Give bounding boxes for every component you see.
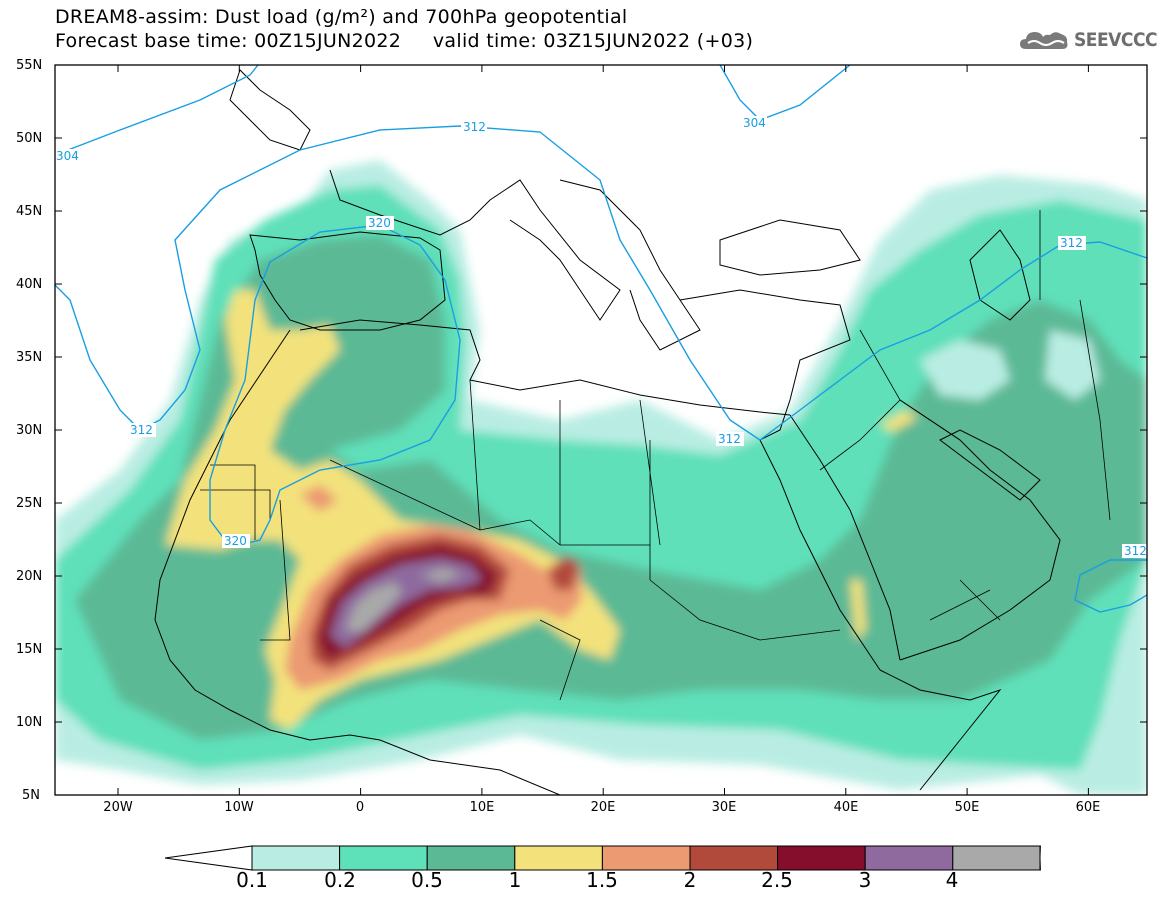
lat-label-50n: 50N xyxy=(16,131,43,146)
colorbar-label-2-5: 2.5 xyxy=(761,868,793,892)
colorbar-box-0 xyxy=(251,845,341,871)
coast-black-sea xyxy=(719,219,861,276)
dust-fields xyxy=(55,160,1147,795)
contour-label-304-b: 304 xyxy=(56,149,79,163)
axis-ticks xyxy=(55,64,1147,796)
lat-label-30n: 30N xyxy=(16,423,43,438)
lon-label-10w: 10W xyxy=(224,800,254,815)
lon-label-20w: 20W xyxy=(103,800,133,815)
seevccc-logo: SEEVCCC xyxy=(1018,28,1158,52)
colorbar-box-6 xyxy=(777,845,866,871)
lon-label-20e: 20E xyxy=(590,800,616,815)
contour-label-312-e: 312 xyxy=(1124,544,1147,558)
coast-caspian xyxy=(969,229,1031,321)
coastlines xyxy=(154,69,1061,795)
colorbar-box-7 xyxy=(864,845,954,871)
dust-field-1-red-sea xyxy=(850,580,866,640)
lat-label-20n: 20N xyxy=(16,569,43,584)
contour-label-312-d: 312 xyxy=(718,432,741,446)
lon-label-40e: 40E xyxy=(833,800,859,815)
colorbar-box-5 xyxy=(689,845,779,871)
lon-label-10e: 10E xyxy=(469,800,495,815)
colorbar-boxes xyxy=(251,845,1041,871)
colorbar xyxy=(164,845,1041,871)
lat-label-45n: 45N xyxy=(16,204,43,219)
dust-gap-arabia xyxy=(920,340,1010,400)
coast-n-africa xyxy=(299,319,791,416)
dust-field-1-5-spot xyxy=(300,485,338,512)
lon-label-30e: 30E xyxy=(711,800,737,815)
coast-red-sea-w xyxy=(759,439,881,671)
coast-horn-africa xyxy=(879,669,1002,791)
contour-304-north xyxy=(55,65,259,156)
colorbar-label-4: 4 xyxy=(945,868,959,892)
borders xyxy=(200,210,1111,701)
coast-turkey-levant xyxy=(679,289,851,441)
colorbar-box-8 xyxy=(952,845,1041,871)
coast-nw-africa xyxy=(154,329,381,741)
lon-label-0: 0 xyxy=(355,800,365,815)
colorbar-label-1-5: 1.5 xyxy=(586,868,618,892)
colorbar-box-3 xyxy=(514,845,603,871)
colorbar-outline xyxy=(251,845,1041,871)
contour-label-312-a: 312 xyxy=(463,120,486,134)
coast-france-italy xyxy=(329,169,621,321)
lat-label-15n: 15N xyxy=(16,642,43,657)
dust-gap-iran xyxy=(1045,330,1100,400)
colorbar-label-0-1: 0.1 xyxy=(236,868,268,892)
lon-label-60e: 60E xyxy=(1075,800,1101,815)
contour-labels: 312 304 304 320 312 312 312 320 312 xyxy=(55,116,1147,558)
lat-label-5n: 5N xyxy=(22,788,40,803)
colorbar-label-0-5: 0.5 xyxy=(411,868,443,892)
lon-label-50e: 50E xyxy=(954,800,980,815)
contour-320 xyxy=(209,224,461,546)
dust-field-4 xyxy=(345,582,402,632)
coast-persian-gulf xyxy=(939,429,1041,501)
contour-312-north xyxy=(55,125,761,441)
chart-title: DREAM8-assim: Dust load (g/m²) and 700hP… xyxy=(55,6,628,28)
colorbar-label-1: 1 xyxy=(508,868,522,892)
contour-label-320-a: 320 xyxy=(368,216,391,230)
lat-label-40n: 40N xyxy=(16,277,43,292)
contour-312-se xyxy=(1074,559,1147,613)
coast-gulf-guinea xyxy=(379,739,561,795)
contour-label-312-c: 312 xyxy=(130,423,153,437)
contour-label-312-b: 312 xyxy=(1060,236,1083,250)
lat-label-25n: 25N xyxy=(16,496,43,511)
dust-field-1-iraq xyxy=(880,410,918,432)
cloud-icon xyxy=(1020,32,1068,49)
lat-label-10n: 10N xyxy=(16,715,43,730)
coast-red-sea-e xyxy=(789,414,901,661)
dust-field-4-b xyxy=(420,568,462,582)
border-lines xyxy=(200,210,1111,701)
colorbar-left-arrow xyxy=(164,845,253,871)
lat-label-55n: 55N xyxy=(16,58,43,73)
dust-field-2-tibesti xyxy=(548,556,580,590)
colorbar-box-2 xyxy=(426,845,516,871)
contour-label-304-a: 304 xyxy=(743,116,766,130)
colorbar-box-1 xyxy=(339,845,428,871)
logo-text: SEEVCCC xyxy=(1074,29,1158,51)
contour-label-320-b: 320 xyxy=(224,534,247,548)
dust-field-1 xyxy=(165,290,620,730)
colorbar-label-0-2: 0.2 xyxy=(324,868,356,892)
chart-subtitle-times: Forecast base time: 00Z15JUN2022 valid t… xyxy=(55,30,754,52)
lat-label-35n: 35N xyxy=(16,350,43,365)
colorbar-box-4 xyxy=(601,845,691,871)
colorbar-label-2: 2 xyxy=(683,868,697,892)
colorbar-label-3: 3 xyxy=(858,868,872,892)
